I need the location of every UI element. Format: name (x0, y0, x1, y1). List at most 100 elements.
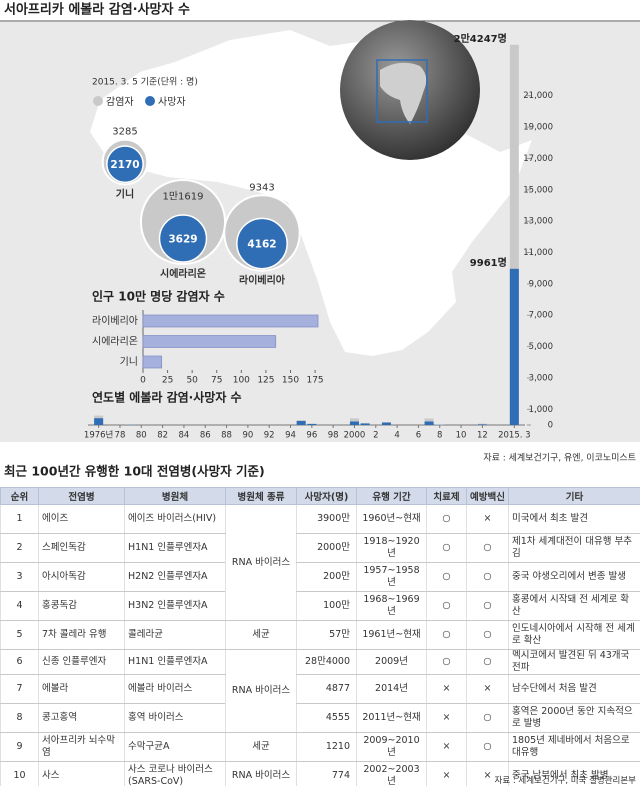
x-tick-label: 50 (186, 376, 198, 386)
table-cell: × (466, 674, 509, 704)
table-cell: ○ (466, 732, 509, 762)
table-cell: 사스 코로나 바이러스(SARS-CoV) (124, 761, 226, 786)
x-tick-label: 10 (456, 431, 467, 441)
source: 자료 : 세계보건기구, 유엔, 이코노미스트 (483, 452, 636, 464)
chart-title: 연도별 에볼라 감염·사망자 수 (92, 390, 242, 405)
bar (142, 355, 163, 369)
y-tick-label: 0 (548, 421, 553, 431)
table-row: 6 신종 인플루엔자 H1N1 인플루엔자A RNA 바이러스 28만4000 2009년… (0, 649, 640, 733)
bar (142, 314, 319, 328)
table-cell: ○ (426, 591, 467, 621)
column-header: 치료제 (426, 487, 467, 505)
table-cell: × (426, 761, 467, 786)
bar (435, 424, 445, 425)
table-cell: 사스 (38, 761, 125, 786)
table-cell: × (466, 504, 509, 534)
bar (509, 44, 519, 426)
table-row: 9 서아프리카 뇌수막염 수막구균A 세균 1210 2009~2010년 × ○ 1805년 … (0, 732, 640, 762)
value-label: 9961명 (470, 256, 507, 269)
table-cell: 수막구균A (124, 732, 226, 762)
bubble-deaths (158, 214, 208, 263)
table-cell: H1N1 인플루엔자A (124, 533, 226, 563)
table-row: 2 스페인독감 H1N1 인플루엔자A 2000만 1918~1920년 ○ ○ 제1차 세계… (0, 533, 640, 563)
x-tick-label: 98 (328, 431, 339, 441)
table-cell: 세균 (225, 732, 297, 762)
column-header: 전염병 (38, 487, 125, 505)
table-source: 자료 : 세계보건기구, 미국 질병관리본부 (494, 776, 637, 786)
table-cell: 미국에서 최초 발견 (508, 504, 640, 534)
table-cell: H3N2 인플루엔자A (124, 591, 226, 621)
globe-africa (380, 62, 427, 124)
table-cell: H2N2 인플루엔자A (124, 562, 226, 592)
y-tick-label: 5,000 (529, 342, 553, 352)
country-label: 라이베리아 (239, 274, 286, 287)
y-tick-label: 13,000 (523, 217, 553, 227)
bar (94, 418, 104, 425)
table-cell: ○ (466, 591, 509, 621)
y-tick-label: 15,000 (523, 185, 553, 195)
infographic: 서아프리카 에볼라 감염·사망자 수 자료 : 세계보건기구, 유엔, 이코노미… (0, 2, 640, 479)
table-cell: 멕시코에서 발견된 뒤 43개국 전파 (508, 649, 640, 675)
y-tick-label: 19,000 (523, 123, 553, 133)
table-cell: 200만 (296, 562, 357, 592)
bar (349, 421, 359, 425)
table-cell: 2000만 (296, 533, 357, 563)
table-cell: 2002~2003년 (356, 761, 427, 786)
x-tick-label: 125 (257, 376, 274, 386)
table-cell: ○ (426, 562, 467, 592)
value-label: 2만4247명 (454, 32, 507, 45)
table-cell: 10 (0, 761, 39, 786)
table-cell: 1805년 제네바에서 처음으로 대유행 (508, 732, 640, 762)
bar (509, 268, 519, 425)
column-header: 기타 (508, 487, 640, 505)
table-cell: ○ (466, 533, 509, 563)
table-cell: RNA 바이러스 (225, 761, 297, 786)
table-cell: 4877 (296, 674, 357, 704)
legend-marker (145, 96, 155, 106)
x-tick-label: 90 (242, 431, 253, 441)
subtitle: 2015. 3. 5 기준(단위 : 명) (92, 77, 198, 88)
x-tick-label: 78 (115, 431, 126, 441)
table-cell: 2009~2010년 (356, 732, 427, 762)
table-cell: 1961년~현재 (356, 620, 427, 650)
table-row: 7 에볼라 에볼라 바이러스 4877 2014년 × × 남수단에서 처음 발견 (0, 674, 640, 704)
x-tick-label: 6 (416, 431, 421, 441)
x-tick-label: 175 (306, 376, 323, 386)
table-cell: 에이즈 바이러스(HIV) (124, 504, 226, 534)
bubble-deaths (236, 217, 288, 270)
x-tick-label: 82 (157, 431, 168, 441)
table-row: 4 홍콩독감 H3N2 인플루엔자A 100만 1968~1969년 ○ ○ 홍콩에서 시작돼… (0, 591, 640, 621)
table-cell: 중국 야생오리에서 변종 발생 (508, 562, 640, 592)
x-tick-label: 8 (437, 431, 442, 441)
table-row: 10 사스 사스 코로나 바이러스(SARS-CoV) RNA 바이러스 774 2002… (0, 761, 640, 786)
legend-label: 사망자 (158, 96, 186, 108)
table-cell: 남수단에서 처음 발견 (508, 674, 640, 704)
bar (296, 421, 306, 425)
x-tick-label: 80 (136, 431, 147, 441)
table-cell: 에이즈 (38, 504, 125, 534)
legend-marker (93, 96, 103, 106)
table-cell: 2014년 (356, 674, 427, 704)
column-header: 병원체 종류 (225, 487, 297, 505)
table-cell: 콜레라균 (124, 620, 226, 650)
x-tick-label: 0 (140, 376, 146, 386)
table-cell: 7차 콜레라 유행 (38, 620, 125, 650)
table-cell: 2009년 (356, 649, 427, 675)
x-tick-label: 4 (394, 431, 399, 441)
y-tick-label: 시에라리온 (92, 336, 138, 348)
bar (424, 421, 434, 425)
globe-highlight (376, 59, 428, 123)
infected-label: 9343 (249, 182, 274, 193)
x-tick-label: 96 (306, 431, 317, 441)
infected-label: 1만1619 (162, 191, 203, 203)
table-cell: 774 (296, 761, 357, 786)
table-cell: H1N1 인플루엔자A (124, 649, 226, 675)
country-label: 기니 (116, 187, 134, 200)
table-row: 1 에이즈 에이즈 바이러스(HIV) RNA 바이러스 3900만 1960년~현재 ○ ×… (0, 504, 640, 621)
table-cell: 아시아독감 (38, 562, 125, 592)
table-cell: 인도네시아에서 시작해 전 세계로 확산 (508, 620, 640, 650)
x-tick-label: 75 (211, 376, 222, 386)
table-cell: 100만 (296, 591, 357, 621)
table-cell: ○ (466, 620, 509, 650)
table-cell: × (426, 732, 467, 762)
